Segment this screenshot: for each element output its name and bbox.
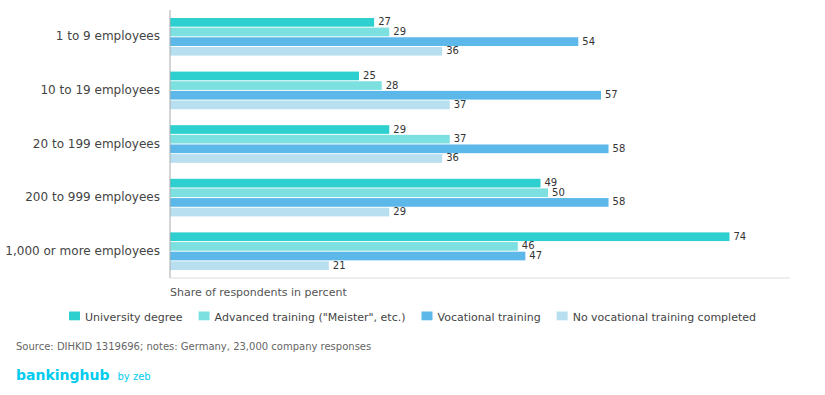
category-label: 20 to 199 employees (33, 137, 160, 151)
data-labels: 2725294974292837504654575858473637362921 (333, 16, 746, 270)
x-axis-label: Share of respondents in percent (170, 286, 347, 299)
data-label: 58 (613, 143, 626, 154)
data-label: 37 (454, 99, 467, 110)
data-label: 74 (734, 231, 747, 242)
category-label: 200 to 999 employees (25, 190, 160, 204)
data-label: 36 (446, 45, 459, 56)
bar (170, 135, 450, 144)
data-label: 47 (529, 250, 542, 261)
data-label: 50 (552, 187, 565, 198)
legend-label: Advanced training ("Meister", etc.) (215, 311, 406, 324)
bar (170, 144, 609, 153)
bar (170, 208, 389, 217)
bar (170, 198, 609, 207)
bar (170, 252, 525, 261)
data-label: 36 (446, 152, 459, 163)
chart: 2725294974292837504654575858473637362921… (0, 0, 825, 395)
y-axis-line (170, 10, 171, 278)
bars (170, 18, 730, 270)
legend-item: Advanced training ("Meister", etc.) (199, 311, 406, 324)
bar (170, 179, 540, 188)
bar (170, 188, 548, 197)
legend-swatch (557, 312, 568, 321)
category-label: 10 to 19 employees (40, 83, 160, 97)
legend-item: No vocational training completed (557, 311, 756, 324)
bar (170, 261, 329, 270)
data-label: 37 (454, 133, 467, 144)
data-label: 29 (393, 206, 406, 217)
branding: bankinghub (16, 367, 110, 383)
data-label: 57 (605, 89, 618, 100)
bar (170, 18, 374, 27)
data-label: 28 (386, 80, 399, 91)
data-label: 58 (613, 196, 626, 207)
category-label: 1,000 or more employees (5, 244, 160, 258)
source-note: Source: DIHKID 1319696; notes: Germany, … (16, 341, 371, 352)
bar (170, 242, 518, 251)
data-label: 29 (393, 124, 406, 135)
bar (170, 125, 389, 134)
category-label: 1 to 9 employees (56, 29, 160, 43)
legend-swatch (199, 312, 210, 321)
legend-swatch (421, 312, 432, 321)
legend-label: No vocational training completed (573, 311, 756, 324)
bar (170, 232, 730, 241)
branding: by zeb (118, 371, 151, 382)
legend-swatch (69, 312, 80, 321)
legend-label: Vocational training (437, 311, 540, 324)
bar (170, 91, 601, 100)
x-axis-line (170, 278, 790, 279)
bar (170, 81, 382, 90)
bar (170, 28, 389, 37)
data-label: 27 (378, 16, 391, 27)
legend-item: University degree (69, 311, 183, 324)
data-label: 54 (582, 36, 595, 47)
data-label: 25 (363, 70, 376, 81)
legend: University degree Advanced training ("Mei… (69, 311, 756, 324)
legend-label: University degree (85, 311, 183, 324)
bar (170, 37, 578, 46)
legend-item: Vocational training (421, 311, 540, 324)
bar (170, 154, 442, 163)
bar (170, 72, 359, 81)
data-label: 21 (333, 260, 346, 271)
data-label: 29 (393, 26, 406, 37)
bar (170, 47, 442, 56)
bar (170, 101, 450, 110)
